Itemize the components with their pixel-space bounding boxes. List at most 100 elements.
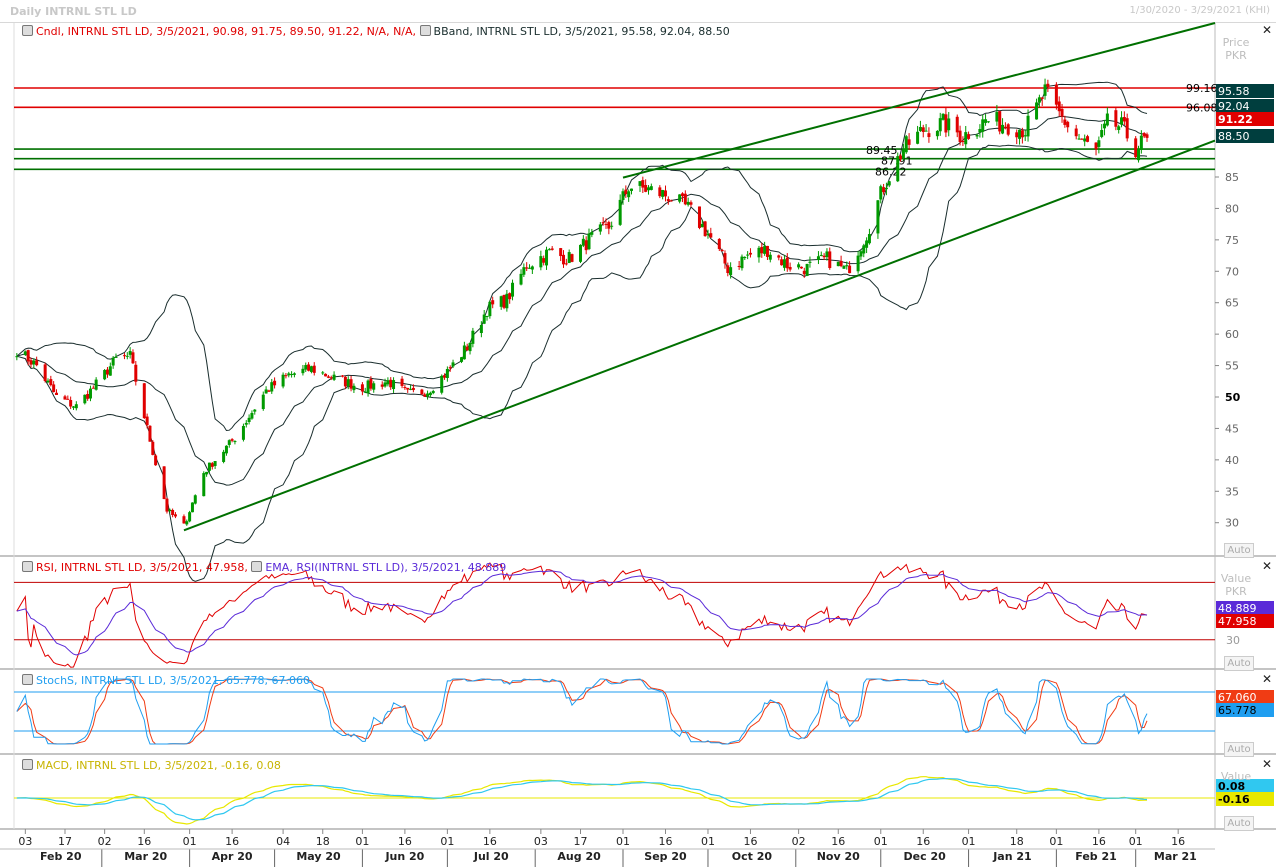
- candle-body: [1054, 84, 1058, 105]
- ema-legend-icon[interactable]: [251, 561, 263, 572]
- candle-body: [938, 118, 942, 132]
- candle-body: [865, 240, 869, 248]
- candle-body: [819, 254, 823, 256]
- candle-body: [227, 440, 231, 445]
- candle-body: [1018, 129, 1022, 139]
- macd-legend-icon[interactable]: [22, 759, 33, 770]
- candle-body: [530, 266, 534, 270]
- candle-body: [154, 455, 158, 466]
- candle-body: [210, 463, 214, 467]
- candle-body: [54, 392, 58, 395]
- candle-body: [955, 116, 959, 133]
- candle-body: [74, 404, 78, 409]
- candle-body: [828, 251, 832, 269]
- candle-body: [29, 360, 33, 365]
- candle-body: [26, 350, 30, 362]
- candle-body: [321, 372, 325, 374]
- stoch-legend: StochS, INTRNL STL LD, 3/5/2021, 65.778,…: [22, 674, 310, 687]
- candle-body: [426, 393, 430, 397]
- candle-body: [545, 249, 549, 266]
- close-stoch-panel-icon[interactable]: ✕: [1262, 672, 1273, 686]
- candle-body: [998, 111, 1002, 132]
- candle-body: [899, 155, 903, 160]
- candle-body: [709, 233, 713, 238]
- x-day-label: 03: [534, 835, 548, 848]
- x-month-label: Jun 20: [384, 850, 424, 863]
- candle-body: [409, 388, 413, 390]
- x-day-label: 16: [483, 835, 497, 848]
- candle-body: [142, 383, 146, 419]
- bband-legend-text: BBand, INTRNL STL LD, 3/5/2021, 95.58, 9…: [433, 25, 730, 38]
- x-month-label: Mar 20: [124, 850, 167, 863]
- x-day-label: 17: [58, 835, 72, 848]
- candle-body: [525, 267, 529, 269]
- candle-body: [797, 264, 801, 268]
- candle-body: [46, 380, 50, 383]
- candle-body: [182, 516, 186, 524]
- candle-body: [1137, 149, 1141, 161]
- candle-body: [1139, 135, 1143, 150]
- candle-body: [723, 253, 727, 264]
- rsi-auto-scale-button[interactable]: Auto: [1224, 656, 1254, 671]
- candle-body: [462, 345, 466, 360]
- candle-body: [423, 394, 427, 397]
- candle-body: [134, 364, 138, 382]
- candle-body: [465, 346, 469, 351]
- candle-body: [935, 130, 939, 137]
- close-macd-panel-icon[interactable]: ✕: [1262, 757, 1273, 771]
- stoch-auto-scale-button[interactable]: Auto: [1224, 742, 1254, 757]
- price-auto-scale-button[interactable]: Auto: [1224, 543, 1254, 558]
- candle-body: [879, 186, 883, 200]
- stoch-legend-icon[interactable]: [22, 674, 33, 685]
- candle-body: [884, 187, 888, 190]
- candle-body: [887, 181, 891, 186]
- ema-legend-text: EMA, RSI(INTRNL STL LD), 3/5/2021, 48.88…: [265, 561, 507, 574]
- macd-tag: [1216, 779, 1274, 793]
- candle-body: [292, 373, 296, 375]
- candle-body: [1083, 138, 1087, 142]
- candle-body: [729, 267, 733, 275]
- candle-body: [649, 186, 653, 190]
- candle-legend-icon[interactable]: [22, 25, 33, 36]
- candle-body: [366, 380, 370, 394]
- candle-body: [451, 362, 455, 367]
- candle-body: [1142, 133, 1146, 137]
- candle-body: [921, 127, 925, 132]
- rsi-ema-line: [16, 570, 1147, 656]
- stoch-legend-text: StochS, INTRNL STL LD, 3/5/2021, 65.778,…: [36, 674, 310, 687]
- candle-body: [69, 400, 73, 407]
- close-price-panel-icon[interactable]: ✕: [1262, 23, 1273, 37]
- rsi-legend-icon[interactable]: [22, 561, 33, 572]
- candle-body: [1046, 83, 1050, 87]
- candle-body: [389, 379, 393, 388]
- candle-legend-text: Cndl, INTRNL STL LD, 3/5/2021, 90.98, 91…: [36, 25, 417, 38]
- candle-body: [896, 156, 900, 182]
- candle-body: [986, 121, 990, 123]
- candle-body: [607, 222, 611, 229]
- rsi-unit-label: Value PKR: [1220, 572, 1252, 598]
- candle-body: [777, 255, 781, 258]
- candle-body: [1134, 138, 1138, 157]
- candle-body: [114, 356, 118, 358]
- macd-auto-scale-button[interactable]: Auto: [1224, 816, 1254, 831]
- candle-body: [273, 380, 277, 386]
- candle-body: [567, 252, 571, 264]
- candle-body: [386, 380, 390, 385]
- price-tick-label: 55: [1225, 360, 1239, 373]
- candle-body: [944, 114, 948, 133]
- candle-body: [270, 382, 274, 392]
- candle-body: [247, 417, 251, 422]
- candle-body: [763, 246, 767, 254]
- candle-body: [848, 265, 852, 274]
- candle-body: [15, 356, 19, 358]
- candle-body: [224, 445, 228, 454]
- candle-body: [329, 377, 333, 379]
- candle-body: [1114, 110, 1118, 127]
- candle-body: [901, 149, 905, 159]
- candle-body: [1001, 124, 1005, 134]
- candle-body: [1120, 117, 1124, 125]
- bband-legend-icon[interactable]: [419, 25, 431, 36]
- candle-body: [267, 390, 271, 392]
- close-rsi-panel-icon[interactable]: ✕: [1262, 559, 1273, 573]
